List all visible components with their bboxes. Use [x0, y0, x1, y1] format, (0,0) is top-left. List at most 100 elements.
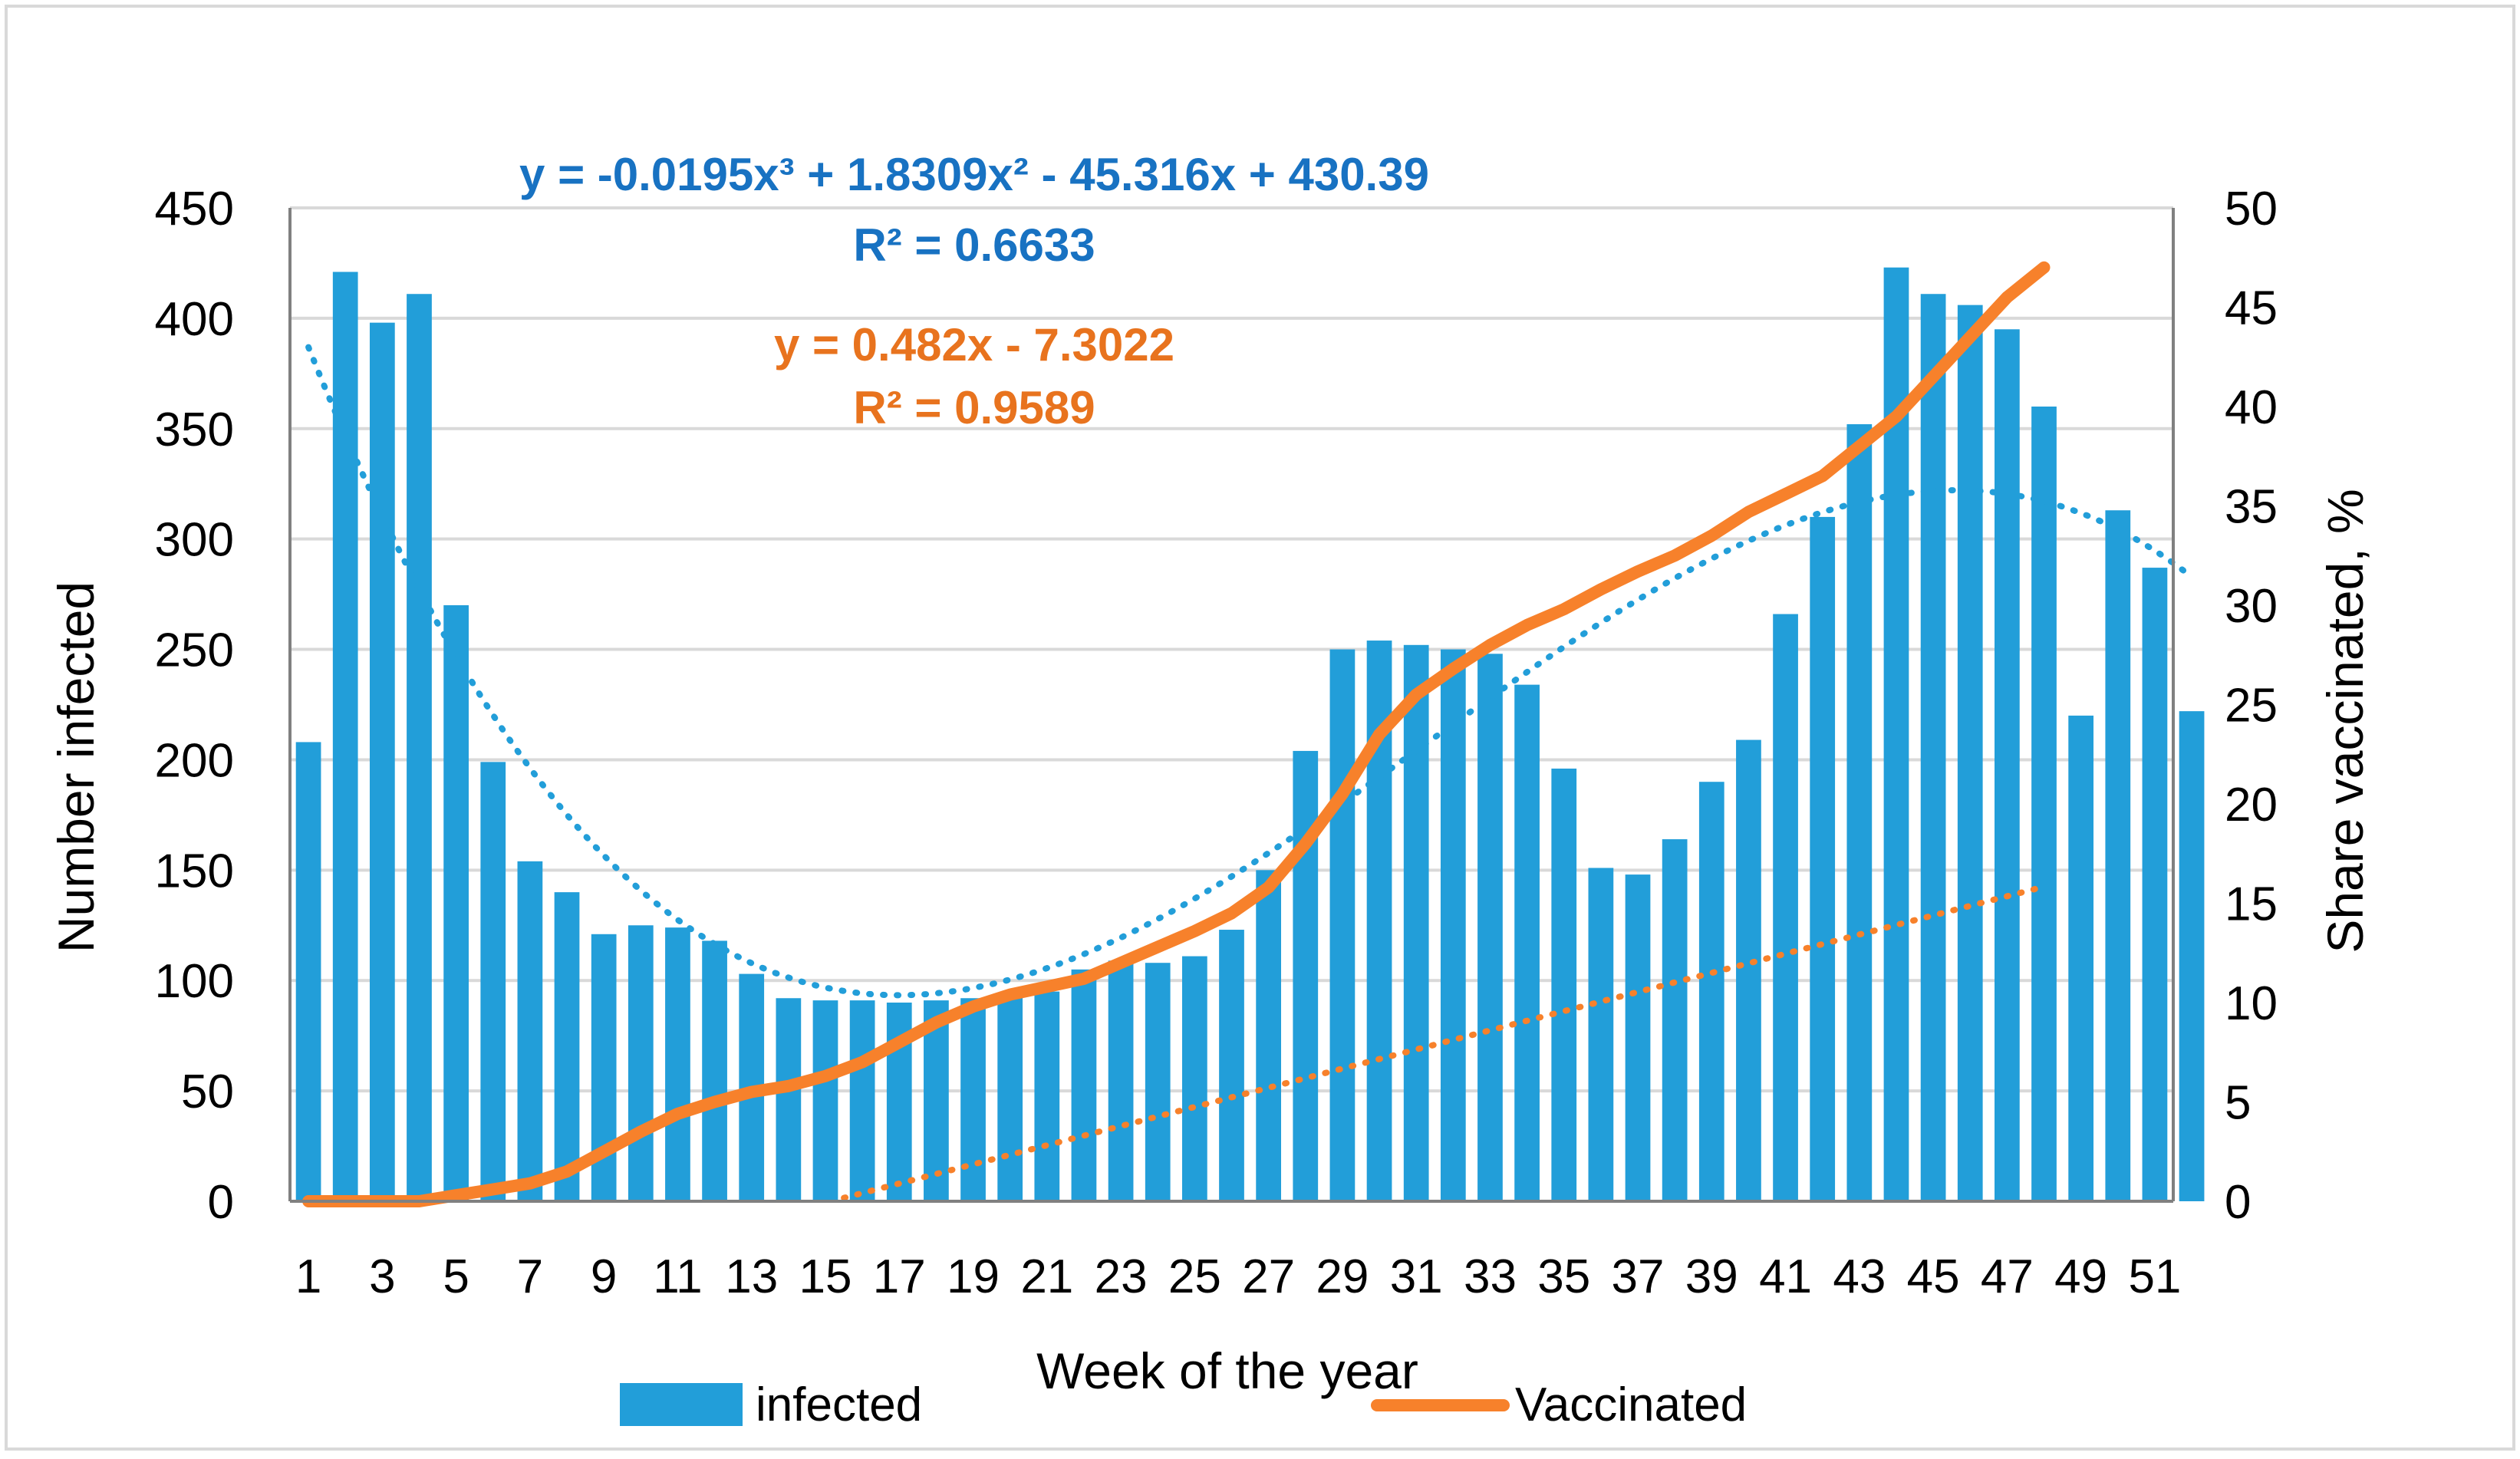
infected-bar [665, 927, 690, 1201]
axes: 0501001502002503003504004500510152025303… [155, 183, 2278, 1303]
vaccinated-line [302, 261, 2051, 1207]
infected-bar [1440, 649, 1466, 1201]
infected-bar [1477, 654, 1503, 1201]
y2-tick-label: 5 [2225, 1077, 2251, 1130]
infected-bar [1219, 930, 1244, 1201]
infected-bar [1551, 768, 1577, 1201]
infected-bar [1736, 739, 1761, 1201]
infected-bar [1773, 614, 1798, 1201]
x-tick-label: 15 [799, 1250, 852, 1303]
infected-bar [1034, 991, 1060, 1201]
infected-bar [1625, 874, 1651, 1201]
infected-bar [1329, 649, 1356, 1201]
infected-trend-equation: y = -0.0195x³ + 1.8309x² - 45.316x + 430… [519, 149, 1429, 200]
y-tick-label: 50 [181, 1065, 234, 1118]
y-tick-label: 200 [155, 734, 234, 787]
y2-tick-label: 0 [2225, 1176, 2251, 1229]
infected-bar [1957, 305, 1983, 1202]
infected-bar [776, 998, 802, 1201]
legend-infected-label: infected [756, 1378, 922, 1431]
x-tick-label: 27 [1242, 1250, 1295, 1303]
infected-bar [480, 762, 506, 1201]
trendlines [305, 344, 2196, 1201]
infected-bar [1145, 963, 1171, 1201]
infected-bar [295, 742, 321, 1201]
y-tick-label: 300 [155, 514, 234, 567]
infected-bar [997, 996, 1023, 1201]
infected-bar [332, 272, 358, 1201]
infected-bar [1662, 839, 1688, 1201]
x-tick-label: 25 [1168, 1250, 1221, 1303]
infected-bar [2068, 715, 2094, 1201]
x-tick-label: 43 [1833, 1250, 1886, 1303]
y-tick-label: 0 [208, 1176, 234, 1229]
y-tick-label: 150 [155, 845, 234, 897]
infected-bar [443, 605, 469, 1201]
y-tick-label: 250 [155, 624, 234, 677]
infected-bar [369, 322, 395, 1202]
x-tick-label: 51 [2128, 1250, 2181, 1303]
x-axis-title: Week of the year [1036, 1342, 1418, 1399]
infected-bar [1588, 868, 1614, 1201]
x-tick-label: 21 [1020, 1250, 1073, 1303]
x-tick-label: 9 [591, 1250, 617, 1303]
x-tick-label: 47 [1981, 1250, 2034, 1303]
x-tick-label: 13 [725, 1250, 778, 1303]
infected-bar [2142, 568, 2168, 1201]
x-tick-label: 23 [1095, 1250, 1148, 1303]
vaccinated-line-group [302, 261, 2051, 1207]
x-tick-label: 37 [1612, 1250, 1665, 1303]
infected-bar [554, 892, 580, 1201]
x-tick-label: 7 [517, 1250, 543, 1303]
y2-tick-label: 20 [2225, 779, 2278, 832]
y-tick-label: 450 [155, 183, 234, 235]
x-tick-label: 19 [947, 1250, 1000, 1303]
infected-bar [517, 861, 543, 1201]
x-tick-label: 45 [1907, 1250, 1960, 1303]
infected-trend-r2: R² = 0.6633 [853, 219, 1095, 271]
infected-bar [1846, 424, 1873, 1201]
infected-bar [1698, 782, 1724, 1201]
y2-tick-label: 45 [2225, 282, 2278, 335]
infected-bar [1108, 960, 1134, 1201]
y2-tick-label: 10 [2225, 977, 2278, 1030]
x-tick-label: 5 [443, 1250, 469, 1303]
infected-bar [1071, 969, 1097, 1201]
y2-tick-label: 25 [2225, 680, 2278, 733]
y-tick-label: 350 [155, 403, 234, 456]
infected-bar [849, 1000, 875, 1201]
infected-bar [1810, 516, 1836, 1201]
y-tick-label: 400 [155, 293, 234, 346]
infected-bar [1514, 684, 1540, 1201]
infected-bar [407, 294, 432, 1201]
infected-bar [1181, 956, 1207, 1201]
x-tick-label: 17 [873, 1250, 926, 1303]
y-axis-title: Number infected [48, 581, 104, 953]
infected-bar [1256, 870, 1282, 1201]
infected-bar [2179, 711, 2205, 1201]
infected-bar [1403, 644, 1429, 1201]
legend-vaccinated-label: Vaccinated [1515, 1378, 1747, 1431]
y-tick-label: 100 [155, 955, 234, 1008]
infected-bar [702, 940, 727, 1201]
infected-bar [1293, 750, 1319, 1201]
y2-axis-title: Share vaccinated, % [2317, 489, 2373, 953]
x-tick-label: 41 [1759, 1250, 1812, 1303]
y2-tick-label: 40 [2225, 381, 2278, 434]
x-tick-label: 33 [1464, 1250, 1517, 1303]
infected-bar [628, 925, 654, 1201]
vaccinated-trend-equation: y = 0.482x - 7.3022 [774, 319, 1174, 371]
x-tick-label: 49 [2054, 1250, 2107, 1303]
x-tick-label: 31 [1390, 1250, 1443, 1303]
x-tick-label: 11 [653, 1250, 702, 1303]
infected-bar [1920, 294, 1946, 1201]
vaccinated-trendline [841, 883, 2047, 1201]
legend-infected-swatch [620, 1383, 743, 1426]
infected-bar [812, 1000, 838, 1201]
x-tick-label: 1 [295, 1250, 321, 1303]
x-tick-label: 29 [1316, 1250, 1369, 1303]
legend: infected Vaccinated [620, 1378, 1747, 1431]
infected-bar [2105, 510, 2131, 1201]
